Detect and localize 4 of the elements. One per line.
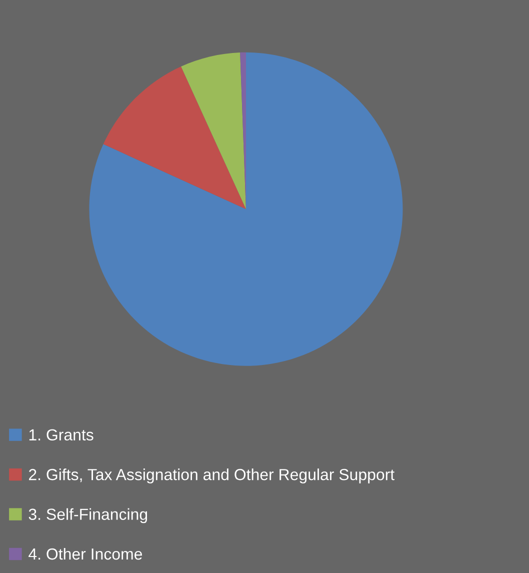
legend-label: 4. Other Income (28, 548, 142, 560)
legend-label: 2. Gifts, Tax Assignation and Other Regular Support (29, 468, 394, 484)
legend-label: 1. Grants (29, 429, 94, 441)
legend-label: 3. Self-Financing (28, 508, 148, 524)
